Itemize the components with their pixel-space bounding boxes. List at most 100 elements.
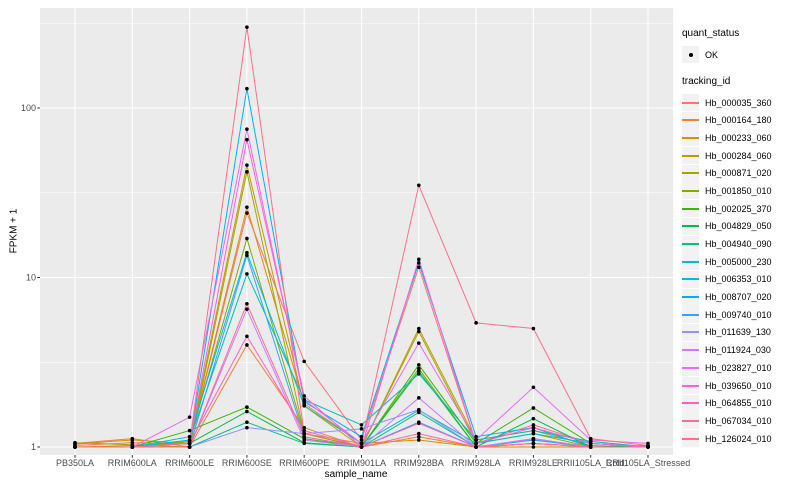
x-tick-label: RRIM600PE — [279, 458, 329, 468]
legend-item: Hb_000871_020 — [682, 164, 798, 182]
series-color-swatch — [682, 296, 699, 299]
legend-item-label: Hb_023827_010 — [705, 362, 772, 373]
legend-item: Hb_004940_090 — [682, 235, 798, 253]
legend-key-box — [682, 377, 699, 395]
legend-item: Hb_001850_010 — [682, 182, 798, 200]
legend-item-label: Hb_011639_130 — [705, 327, 771, 338]
data-point — [359, 423, 364, 427]
data-point — [588, 445, 593, 449]
legend-item: Hb_023827_010 — [682, 359, 798, 377]
data-point — [417, 366, 421, 371]
legend-item-label: Hb_011924_030 — [705, 345, 771, 356]
data-point — [417, 369, 421, 374]
legend-item: Hb_002025_370 — [682, 200, 798, 218]
data-point — [245, 253, 249, 258]
data-point — [531, 326, 536, 331]
legend-key-box — [682, 430, 699, 448]
data-point — [187, 441, 192, 446]
series-color-swatch — [682, 225, 699, 228]
legend-item: Hb_039650_010 — [682, 377, 798, 395]
data-point — [73, 440, 77, 445]
data-point — [417, 434, 421, 439]
data-point — [245, 343, 249, 347]
data-point — [588, 441, 593, 446]
data-point — [474, 434, 478, 439]
legend-item: Hb_011639_130 — [682, 323, 798, 342]
data-point — [531, 385, 536, 390]
legend-item-label: Hb_039650_010 — [705, 380, 772, 391]
legend-key-box — [682, 270, 699, 288]
data-point — [302, 428, 307, 433]
series-color-swatch — [682, 437, 699, 440]
legend-item-label: Hb_000164_180 — [705, 115, 772, 126]
data-point — [417, 372, 421, 376]
data-point — [417, 183, 421, 188]
legend-key-box — [682, 217, 699, 235]
legend-item-label: OK — [705, 49, 719, 60]
legend-key-box — [682, 94, 699, 112]
data-point — [245, 25, 249, 29]
data-point — [245, 334, 249, 339]
legend-item-label: Hb_000233_060 — [705, 132, 772, 143]
legend-key-box — [682, 412, 699, 430]
y-axis-title: FPKM + 1 — [8, 208, 20, 254]
data-point — [245, 236, 249, 241]
data-point — [245, 272, 249, 276]
data-point — [302, 397, 307, 402]
legend-item: Hb_000035_360 — [682, 94, 798, 112]
data-point — [359, 438, 364, 442]
data-point — [531, 416, 536, 421]
series-color-swatch — [682, 260, 699, 263]
series-color-swatch — [682, 331, 699, 334]
data-point — [417, 407, 421, 412]
legend-item: Hb_000233_060 — [682, 129, 798, 147]
legend-item-label: Hb_067034_010 — [705, 415, 772, 426]
data-point — [130, 445, 135, 449]
data-point — [417, 257, 421, 262]
legend-item: Hb_011924_030 — [682, 341, 798, 359]
legend-key-box — [682, 164, 699, 182]
data-point — [417, 363, 421, 367]
series-color-swatch — [682, 136, 699, 139]
data-point — [245, 301, 249, 306]
data-point — [187, 415, 192, 419]
x-tick-label: RRIM600LE — [165, 458, 214, 468]
x-tick-label: RRII105LA_Cold — [557, 458, 625, 468]
series-color-swatch — [682, 101, 699, 104]
data-point — [130, 438, 135, 442]
data-point — [245, 405, 249, 409]
data-point — [245, 170, 249, 174]
x-axis-title: sample_name — [324, 469, 388, 480]
series-color-swatch — [682, 207, 699, 210]
legend-item-label: Hb_000035_360 — [705, 97, 772, 108]
legend-item: Hb_008707_020 — [682, 288, 798, 306]
data-point — [417, 326, 421, 331]
data-point — [531, 431, 536, 436]
legend-item: Hb_000284_060 — [682, 147, 798, 165]
legend-key-box — [682, 46, 699, 64]
data-point — [474, 441, 478, 446]
legend-key-box — [682, 323, 699, 341]
data-point — [302, 404, 307, 408]
legend-item-ok: OK — [682, 46, 798, 64]
legend-key-box — [682, 359, 699, 377]
data-point — [417, 261, 421, 265]
legend-key-box — [682, 288, 699, 306]
legend-key-box — [682, 182, 699, 200]
y-tick-label: 1 — [31, 442, 36, 452]
legend-item-label: Hb_009740_010 — [705, 309, 772, 320]
legend-key-box — [682, 147, 699, 165]
legend-key-box — [682, 129, 699, 147]
legend-item-label: Hb_001850_010 — [705, 185, 772, 196]
legend-item: Hb_064855_010 — [682, 394, 798, 412]
x-tick-label: RRIM928LA — [452, 458, 501, 468]
data-point — [302, 431, 307, 436]
legend-item-label: Hb_005000_230 — [705, 256, 772, 267]
series-color-swatch — [682, 349, 699, 352]
data-point — [531, 445, 536, 449]
data-point — [245, 211, 249, 215]
legend-item: Hb_006353_010 — [682, 270, 798, 289]
data-point — [417, 396, 421, 400]
data-point — [531, 441, 536, 446]
